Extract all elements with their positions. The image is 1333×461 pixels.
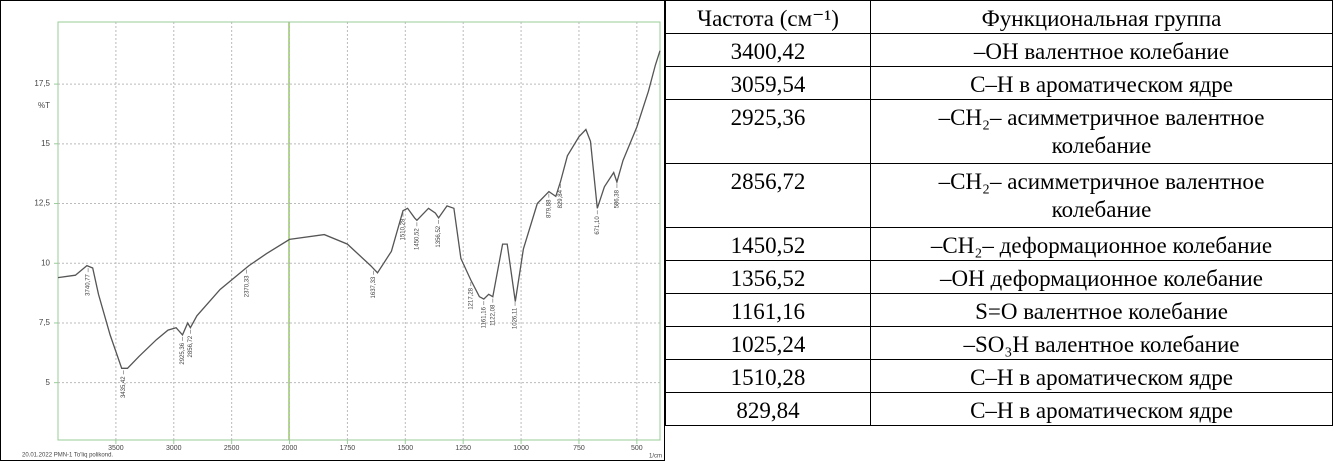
table-row: 1025,24 –SO₃H валентное колебание — [665, 326, 1333, 360]
frequency-cell: 1025,24 — [665, 326, 871, 360]
peak-label: 1026,11 — [513, 307, 519, 329]
group-cell: –CH₂– асимметричное валентное колебание — [870, 99, 1333, 164]
group-cell: –OH деформационное колебание — [870, 260, 1333, 294]
table-row: 1161,16 S=O валентное колебание — [665, 293, 1333, 327]
group-cell: –CH₂– асимметричное валентное колебание — [870, 163, 1333, 228]
frequency-cell: 1356,52 — [665, 260, 871, 294]
x-tick-label: 2000 — [282, 445, 298, 452]
table-row: 1450,52 –CH₂– деформационное колебание — [665, 227, 1333, 261]
peak-label: 829,84 — [558, 189, 564, 208]
y-axis-label: %T — [38, 101, 50, 110]
y-tick-label: 15 — [41, 139, 50, 148]
peak-label: 3435,42 — [121, 376, 127, 398]
frequency-cell: 1161,16 — [665, 293, 871, 327]
figure-frame — [0, 0, 665, 461]
frequency-cell: 1510,28 — [665, 359, 871, 393]
peak-label: 1122,08 — [490, 304, 496, 326]
peak-label: 1637,33 — [371, 276, 377, 298]
header-cell: Функциональная группа — [870, 0, 1333, 34]
footer: 20.01.2022 PMN-1 To'liq polikond. — [22, 453, 113, 459]
x-tick-label: 2500 — [224, 445, 240, 452]
table-row: 1356,52 –OH деформационное колебание — [665, 260, 1333, 294]
table: Частота (см⁻¹) Функциональная группа 340… — [665, 0, 1333, 426]
x-tick-label: 1000 — [513, 445, 529, 452]
y-tick-label: 17,5 — [34, 79, 50, 88]
group-cell: –OH валентное колебание — [870, 33, 1333, 67]
peak-label: 1356,52 — [436, 225, 442, 247]
peak-label: 2856,72 — [188, 335, 194, 357]
x-tick-label: 1500 — [398, 445, 414, 452]
group-cell: C–H в ароматическом ядре — [870, 359, 1333, 393]
spectrum-chart: %T 1/cm 20.01.2022 PMN-1 To'liq polikond… — [0, 0, 665, 461]
y-tick-label: 12,5 — [34, 199, 50, 208]
frequency-cell: 3059,54 — [665, 66, 871, 100]
peak-label: 1217,28 — [468, 287, 474, 309]
peak-label: 1450,52 — [414, 228, 420, 250]
y-tick-label: 10 — [41, 258, 50, 267]
group-cell: S=O валентное колебание — [870, 293, 1333, 327]
x-tick-label: 750 — [573, 445, 585, 452]
table-row: 829,84 C–H в ароматическом ядре — [665, 392, 1333, 426]
group-cell: C–H в ароматическом ядре — [870, 392, 1333, 426]
table-row: 2856,72 –CH₂– асимметричное валентное кол… — [665, 163, 1333, 228]
table-row: 3059,54 C–H в ароматическом ядре — [665, 66, 1333, 100]
group-cell: C–H в ароматическом ядре — [870, 66, 1333, 100]
peak-label: 671,10 — [595, 216, 601, 235]
peak-label: 1510,28 — [401, 218, 407, 240]
table-row: 2925,36 –CH₂– асимметричное валентное кол… — [665, 99, 1333, 164]
x-tick-label: 1750 — [340, 445, 356, 452]
header-cell: Частота (см⁻¹) — [665, 0, 871, 34]
x-tick-label: 500 — [631, 445, 643, 452]
table-row: 3400,42 –OH валентное колебание — [665, 33, 1333, 67]
frequency-cell: 2925,36 — [665, 99, 871, 164]
group-cell: –CH₂– деформационное колебание — [870, 227, 1333, 261]
header-row: Частота (см⁻¹) Функциональная группа — [665, 0, 1333, 34]
peak-label: 586,38 — [615, 189, 621, 208]
frequency-cell: 3400,42 — [665, 33, 871, 67]
peak-label: 1161,16 — [481, 306, 487, 328]
peak-label: 879,88 — [546, 199, 552, 218]
x-axis-label: 1/cm — [649, 454, 662, 460]
frequency-cell: 829,84 — [665, 392, 871, 426]
table-row: 1510,28 C–H в ароматическом ядре — [665, 359, 1333, 393]
frequency-cell: 1450,52 — [665, 227, 871, 261]
x-tick-label: 3500 — [108, 445, 124, 452]
peak-label: 3740,77 — [86, 273, 92, 295]
x-tick-label: 1250 — [455, 445, 471, 452]
frequency-cell: 2856,72 — [665, 163, 871, 228]
x-tick-label: 3000 — [166, 445, 182, 452]
spectrum-line — [57, 50, 661, 369]
y-tick-label: 5 — [46, 378, 51, 387]
peak-label: 2370,33 — [244, 275, 250, 297]
peak-label: 2925,36 — [180, 342, 186, 364]
y-tick-label: 7,5 — [39, 318, 51, 327]
plot-frame — [57, 21, 661, 441]
group-cell: –SO₃H валентное колебание — [870, 326, 1333, 360]
